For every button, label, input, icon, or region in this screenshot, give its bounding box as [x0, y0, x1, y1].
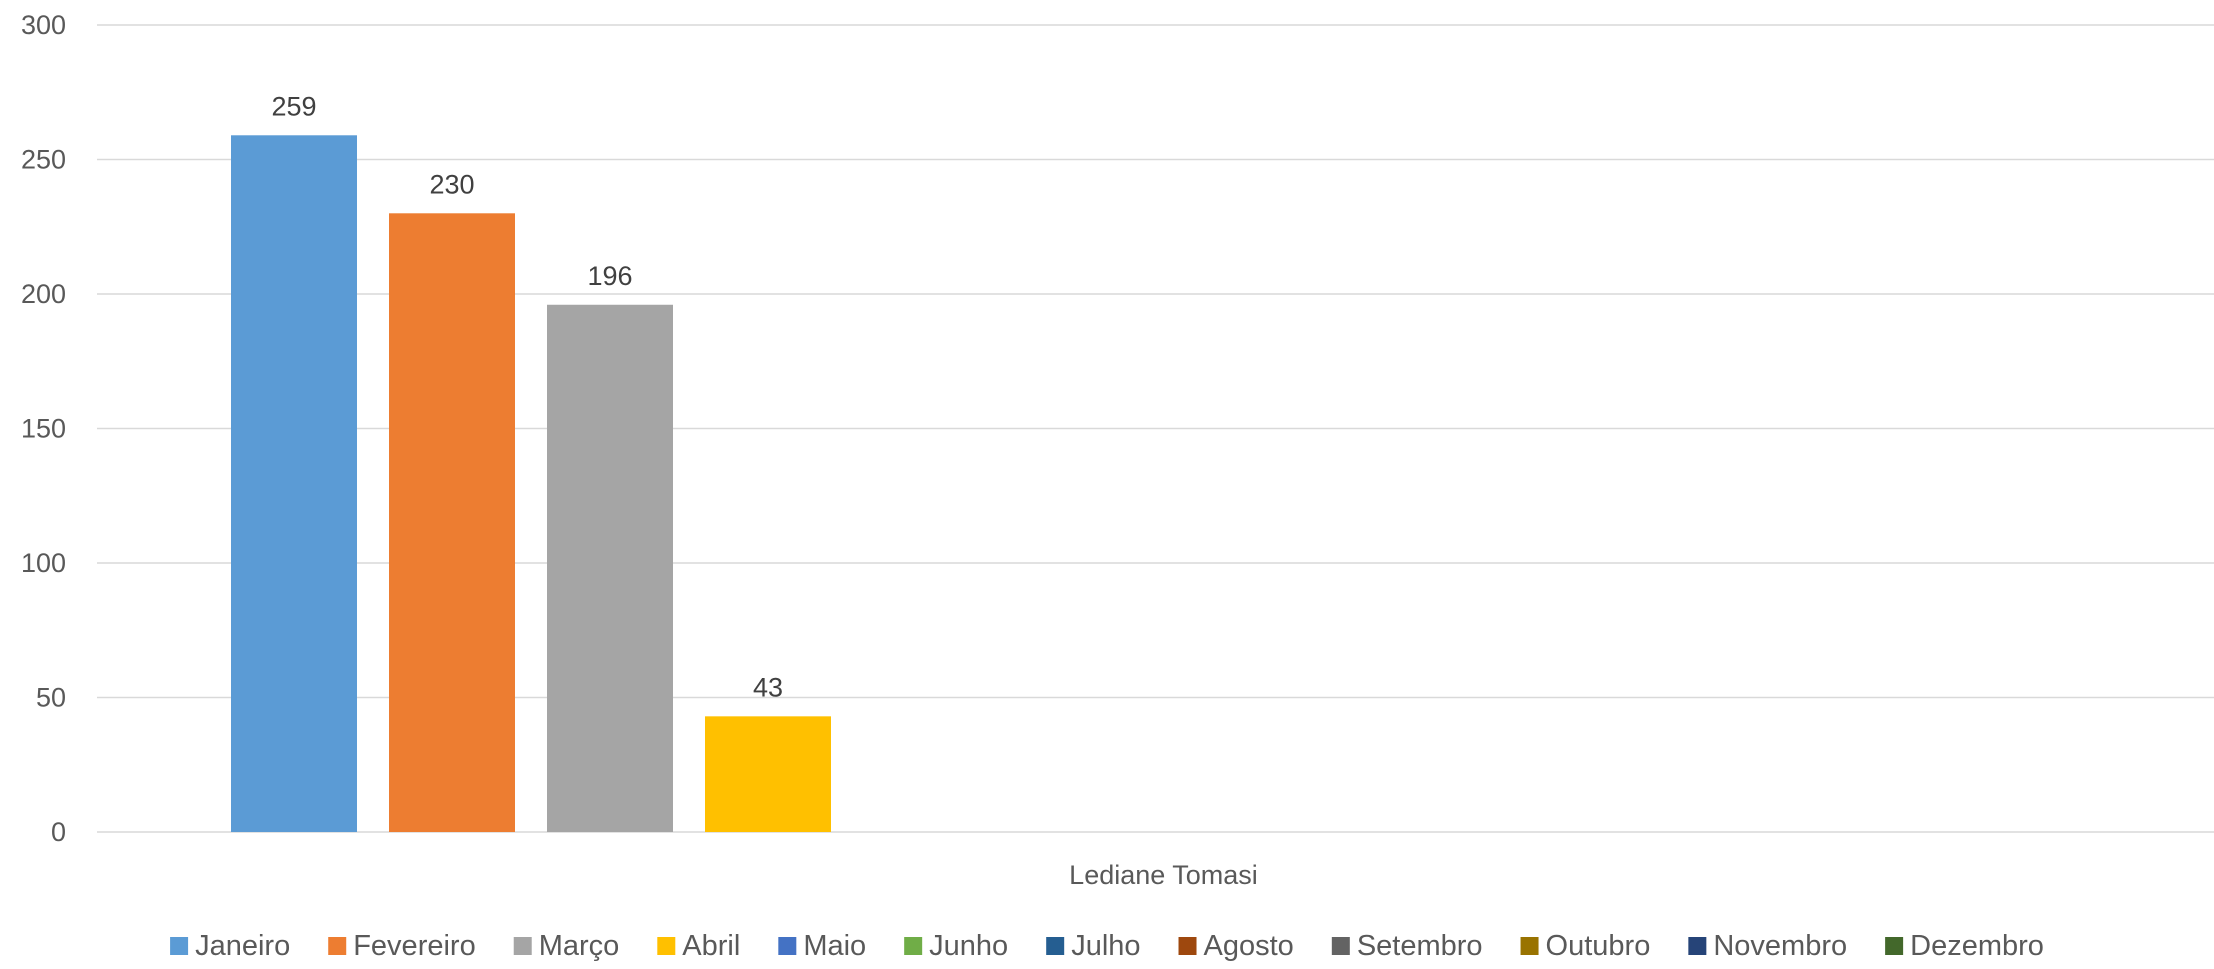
legend-item-dezembro[interactable]: Dezembro: [1885, 930, 2044, 962]
legend-item-maio[interactable]: Maio: [778, 930, 866, 962]
y-tick-label: 150: [21, 414, 66, 444]
legend-item-fevereiro[interactable]: Fevereiro: [328, 930, 476, 962]
legend-swatch: [1520, 937, 1539, 955]
category-labels: Lediane Tomasi: [1069, 860, 1258, 890]
bar-abril[interactable]: [705, 716, 831, 832]
legend[interactable]: Janeiro Fevereiro Março Abril Maio Junho Julho…: [170, 930, 2044, 962]
bars: [231, 135, 831, 833]
data-label-janeiro: 259: [271, 91, 316, 121]
bar-janeiro[interactable]: [231, 135, 357, 833]
category-label: Lediane Tomasi: [1069, 860, 1258, 890]
y-tick-label: 0: [51, 817, 66, 847]
legend-swatch: [904, 937, 923, 955]
bar-fevereiro[interactable]: [389, 213, 515, 833]
legend-swatch: [1331, 937, 1350, 955]
legend-label: Janeiro: [195, 930, 290, 962]
data-labels: 259 230 196 43: [271, 91, 783, 702]
legend-label: Novembro: [1713, 930, 1847, 962]
legend-label: Março: [539, 930, 620, 962]
y-tick-label: 50: [36, 683, 66, 713]
legend-swatch: [328, 937, 347, 955]
legend-item-outubro[interactable]: Outubro: [1520, 930, 1651, 962]
legend-swatch: [1178, 937, 1197, 955]
legend-swatch: [1885, 937, 1904, 955]
legend-label: Setembro: [1357, 930, 1483, 962]
legend-item-setembro[interactable]: Setembro: [1331, 930, 1483, 962]
y-axis-ticks: 0 50 100 150 200 250 300: [21, 10, 66, 847]
legend-swatch: [170, 937, 189, 955]
legend-item-abril[interactable]: Abril: [657, 930, 740, 962]
legend-item-março[interactable]: Março: [513, 930, 620, 962]
legend-label: Outubro: [1546, 930, 1651, 962]
legend-swatch: [1688, 937, 1707, 955]
data-label-fevereiro: 230: [429, 169, 474, 199]
legend-label: Agosto: [1204, 930, 1294, 962]
legend-label: Junho: [929, 930, 1008, 962]
legend-swatch: [513, 937, 532, 955]
legend-item-agosto[interactable]: Agosto: [1178, 930, 1294, 962]
legend-swatch: [1046, 937, 1065, 955]
data-label-março: 196: [587, 261, 632, 291]
legend-item-junho[interactable]: Junho: [904, 930, 1008, 962]
legend-item-julho[interactable]: Julho: [1046, 930, 1141, 962]
legend-swatch: [778, 937, 797, 955]
legend-label: Dezembro: [1910, 930, 2044, 962]
legend-label: Maio: [803, 930, 866, 962]
legend-swatch: [657, 937, 676, 955]
legend-label: Abril: [682, 930, 740, 962]
y-tick-label: 250: [21, 145, 66, 175]
y-tick-label: 200: [21, 279, 66, 309]
y-tick-label: 300: [21, 10, 66, 40]
legend-item-janeiro[interactable]: Janeiro: [170, 930, 290, 962]
bar-março[interactable]: [547, 304, 673, 832]
data-label-abril: 43: [753, 672, 783, 702]
y-tick-label: 100: [21, 548, 66, 578]
legend-label: Julho: [1071, 930, 1140, 962]
legend-label: Fevereiro: [353, 930, 476, 962]
legend-item-novembro[interactable]: Novembro: [1688, 930, 1847, 962]
